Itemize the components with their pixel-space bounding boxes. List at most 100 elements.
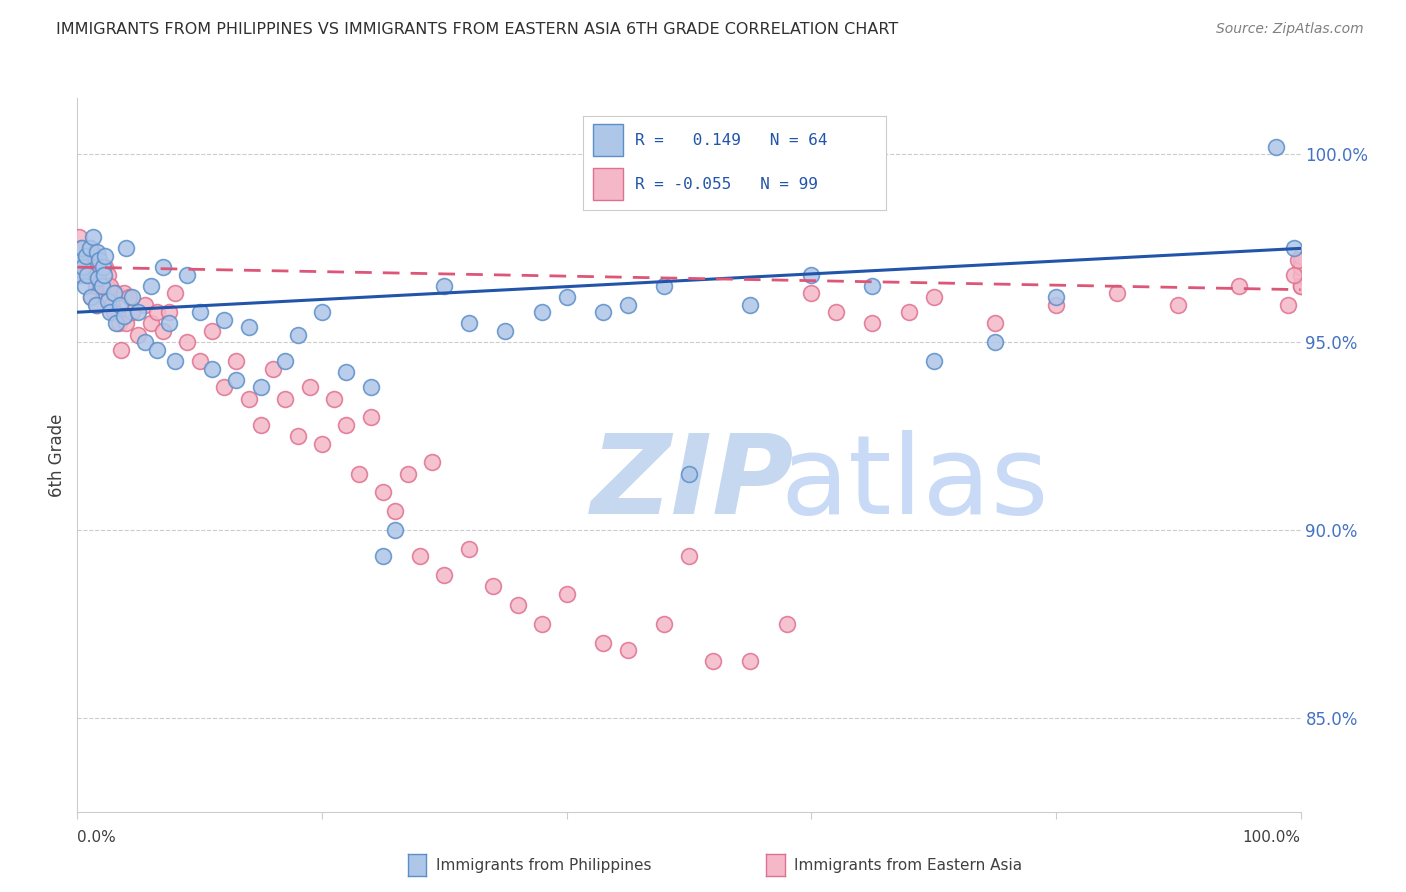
Point bbox=[617, 298, 640, 312]
Point bbox=[152, 260, 174, 274]
Point bbox=[96, 279, 118, 293]
Point bbox=[335, 365, 357, 379]
Point bbox=[323, 392, 346, 406]
Point bbox=[262, 361, 284, 376]
Point bbox=[776, 616, 799, 631]
Point bbox=[898, 305, 921, 319]
Point bbox=[250, 417, 273, 432]
Point bbox=[201, 361, 224, 376]
Point bbox=[1277, 298, 1299, 312]
Point bbox=[89, 252, 111, 267]
Point bbox=[94, 249, 117, 263]
Point bbox=[128, 305, 150, 319]
Point bbox=[360, 410, 382, 425]
Point bbox=[76, 268, 98, 282]
Point bbox=[984, 335, 1007, 350]
Point bbox=[1289, 252, 1312, 267]
Point bbox=[83, 252, 105, 267]
Point bbox=[555, 587, 578, 601]
Point bbox=[91, 268, 114, 282]
Point bbox=[531, 616, 554, 631]
Point bbox=[139, 279, 162, 293]
Point bbox=[70, 260, 93, 274]
Point bbox=[84, 279, 107, 293]
Point bbox=[165, 286, 187, 301]
Point bbox=[592, 636, 614, 650]
Point bbox=[188, 305, 211, 319]
Point bbox=[94, 260, 117, 274]
Point bbox=[69, 252, 91, 267]
Text: R =   0.149   N = 64: R = 0.149 N = 64 bbox=[636, 133, 827, 148]
Point bbox=[1289, 249, 1312, 263]
Point bbox=[287, 429, 309, 443]
Point bbox=[97, 268, 120, 282]
Point bbox=[335, 417, 357, 432]
Point bbox=[121, 290, 143, 304]
Point bbox=[1286, 252, 1309, 267]
Point bbox=[67, 230, 90, 244]
Point bbox=[371, 485, 394, 500]
Point bbox=[80, 290, 103, 304]
Point bbox=[420, 455, 443, 469]
Point bbox=[100, 298, 122, 312]
Point bbox=[69, 249, 91, 263]
Point bbox=[115, 317, 138, 331]
Point bbox=[250, 380, 273, 394]
Point bbox=[800, 268, 823, 282]
Point bbox=[105, 286, 128, 301]
Point bbox=[72, 252, 94, 267]
Point bbox=[654, 279, 676, 293]
Point bbox=[176, 268, 198, 282]
Point bbox=[922, 290, 945, 304]
Point bbox=[188, 354, 211, 368]
Point bbox=[115, 241, 138, 255]
Point bbox=[824, 305, 846, 319]
Point bbox=[396, 467, 419, 481]
Point bbox=[212, 312, 235, 326]
Point bbox=[79, 241, 101, 255]
Point bbox=[152, 324, 174, 338]
Text: Immigrants from Eastern Asia: Immigrants from Eastern Asia bbox=[794, 858, 1022, 872]
Y-axis label: 6th Grade: 6th Grade bbox=[48, 413, 66, 497]
Point bbox=[73, 268, 96, 282]
Point bbox=[105, 317, 128, 331]
Point bbox=[108, 317, 131, 331]
Point bbox=[103, 305, 125, 319]
Point bbox=[146, 305, 169, 319]
Text: 100.0%: 100.0% bbox=[1243, 830, 1301, 845]
Point bbox=[128, 327, 150, 342]
Point bbox=[77, 268, 100, 282]
Point bbox=[118, 290, 141, 304]
Point bbox=[157, 317, 180, 331]
Point bbox=[70, 268, 93, 282]
Point bbox=[157, 305, 180, 319]
Point bbox=[1289, 260, 1312, 274]
Point bbox=[97, 293, 120, 308]
Point bbox=[1289, 268, 1312, 282]
Point bbox=[298, 380, 321, 394]
Point bbox=[592, 305, 614, 319]
Point bbox=[555, 290, 578, 304]
Point bbox=[531, 305, 554, 319]
Point bbox=[311, 436, 333, 450]
Point bbox=[93, 286, 115, 301]
Point bbox=[103, 286, 125, 301]
Point bbox=[98, 279, 121, 293]
Point bbox=[90, 279, 112, 293]
Point bbox=[457, 317, 479, 331]
Point bbox=[311, 305, 333, 319]
Point bbox=[134, 335, 156, 350]
Point bbox=[86, 298, 108, 312]
Point bbox=[146, 343, 169, 357]
Point bbox=[73, 279, 96, 293]
Point bbox=[409, 549, 432, 564]
Point bbox=[433, 568, 456, 582]
Point bbox=[740, 655, 762, 669]
Point bbox=[1289, 260, 1312, 274]
Point bbox=[165, 354, 187, 368]
Point bbox=[740, 298, 762, 312]
Point bbox=[225, 373, 247, 387]
Point bbox=[347, 467, 370, 481]
Point bbox=[112, 286, 135, 301]
Point bbox=[506, 598, 529, 612]
